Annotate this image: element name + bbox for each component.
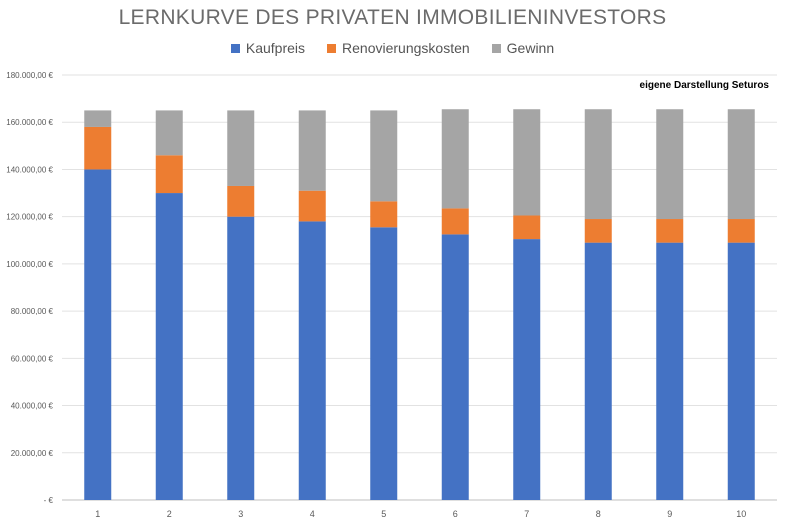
bar-kaufpreis: [298, 221, 326, 500]
x-tick-label: 2: [167, 509, 172, 519]
bar-kaufpreis: [227, 216, 255, 500]
bar-gewinn: [298, 110, 326, 191]
bar-kaufpreis: [441, 234, 469, 500]
bar-renovierungskosten: [155, 155, 183, 194]
legend-item-gewinn: Gewinn: [491, 40, 555, 56]
bar-kaufpreis: [84, 169, 112, 500]
bar-gewinn: [155, 110, 183, 156]
bar-gewinn: [227, 110, 255, 186]
y-tick-label: 180.000,00 €: [6, 71, 53, 80]
bar-kaufpreis: [656, 242, 684, 500]
y-tick-label: 160.000,00 €: [6, 118, 53, 127]
legend-swatch-renovierungskosten: [327, 43, 337, 53]
bar-gewinn: [84, 110, 112, 127]
chart-title: LERNKURVE DES PRIVATEN IMMOBILIENINVESTO…: [118, 6, 667, 29]
legend-swatch-kaufpreis: [230, 43, 240, 53]
bar-gewinn: [513, 109, 541, 216]
bar-kaufpreis: [584, 242, 612, 500]
legend: Kaufpreis Renovierungskosten Gewinn: [0, 40, 785, 56]
y-tick-label: 40.000,00 €: [11, 402, 54, 411]
bar-renovierungskosten: [513, 215, 541, 240]
bar-renovierungskosten: [656, 219, 684, 243]
y-tick-label: 100.000,00 €: [6, 260, 53, 269]
legend-item-kaufpreis: Kaufpreis: [230, 40, 306, 56]
bar-gewinn: [370, 110, 398, 202]
legend-label-gewinn: Gewinn: [506, 40, 555, 56]
bar-gewinn: [441, 109, 469, 209]
x-tick-label: 8: [596, 509, 601, 519]
bar-gewinn: [727, 109, 755, 220]
y-tick-label: 140.000,00 €: [6, 165, 53, 174]
bar-renovierungskosten: [370, 201, 398, 228]
legend-item-renovierungskosten: Renovierungskosten: [327, 40, 470, 56]
x-tick-label: 3: [238, 509, 243, 519]
y-tick-label: - €: [44, 496, 54, 505]
legend-label-kaufpreis: Kaufpreis: [245, 40, 306, 56]
x-tick-label: 10: [736, 509, 746, 519]
x-tick-label: 5: [381, 509, 386, 519]
bar-renovierungskosten: [84, 126, 112, 170]
legend-label-renovierungskosten: Renovierungskosten: [342, 40, 470, 56]
bar-renovierungskosten: [227, 185, 255, 217]
x-tick-label: 4: [310, 509, 315, 519]
bar-renovierungskosten: [441, 208, 469, 235]
x-tick-label: 6: [453, 509, 458, 519]
bar-renovierungskosten: [298, 190, 326, 222]
y-tick-label: 120.000,00 €: [6, 213, 53, 222]
legend-swatch-gewinn: [491, 43, 501, 53]
bar-renovierungskosten: [584, 219, 612, 243]
y-tick-label: 80.000,00 €: [11, 307, 54, 316]
bar-kaufpreis: [370, 227, 398, 500]
y-tick-label: 20.000,00 €: [11, 449, 54, 458]
source-annotation: eigene Darstellung Seturos: [639, 80, 769, 91]
bar-gewinn: [656, 109, 684, 220]
x-tick-label: 7: [524, 509, 529, 519]
bar-kaufpreis: [727, 242, 755, 500]
bar-kaufpreis: [155, 193, 183, 501]
x-tick-label: 1: [95, 509, 100, 519]
bar-renovierungskosten: [727, 219, 755, 243]
bar-kaufpreis: [513, 239, 541, 500]
bar-gewinn: [584, 109, 612, 220]
y-tick-label: 60.000,00 €: [11, 354, 54, 363]
x-tick-label: 9: [667, 509, 672, 519]
